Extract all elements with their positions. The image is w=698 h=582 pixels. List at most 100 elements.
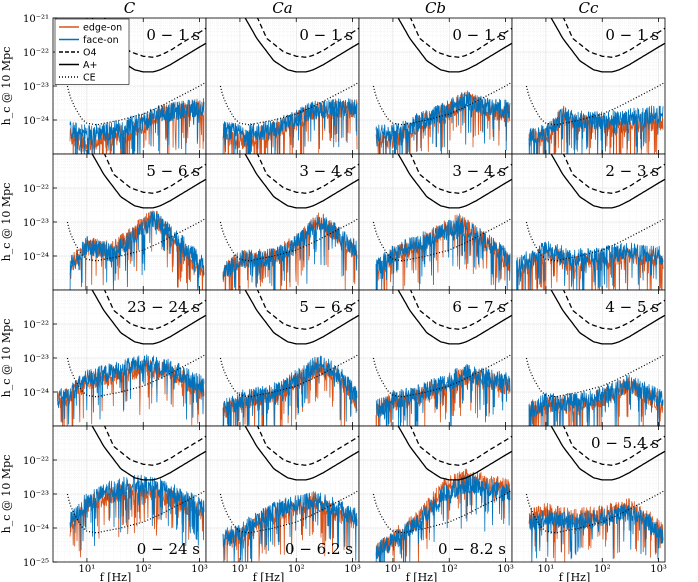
- legend-label: face-on: [83, 35, 119, 46]
- panel: 5 − 6 s: [205, 289, 360, 427]
- ce-curve: [372, 353, 512, 398]
- o4-curve: [256, 18, 359, 58]
- panel: 0 − 24 s: [52, 425, 207, 563]
- panel: 3 − 4 s: [358, 153, 513, 291]
- axis-labels: 10⁻²¹ 10⁻²² 10⁻²³ 10⁻²⁴ h_c @ 10 Mpc 10⁻²² 10⁻…: [0, 14, 667, 582]
- legend-label: A+: [83, 60, 97, 71]
- column-title: Ca: [272, 0, 292, 17]
- face-on-series: [69, 474, 205, 551]
- y-tick-label: 10⁻²¹: [23, 14, 49, 25]
- a-plus-curve: [244, 18, 359, 73]
- o4-curve: [103, 426, 206, 466]
- column-title: C: [124, 0, 136, 17]
- a-plus-curve: [397, 426, 512, 481]
- time-window-label: 0 − 1 s: [452, 26, 506, 44]
- x-tick-label: 10²: [135, 564, 152, 575]
- x-tick-label: 10¹: [79, 564, 96, 575]
- panel: 0 − 1 s: [358, 17, 513, 155]
- o4-curve: [256, 154, 359, 194]
- face-on-series: [528, 374, 664, 426]
- x-tick-label: 10²: [288, 564, 305, 575]
- grid: [512, 426, 665, 562]
- a-plus-curve: [397, 154, 512, 209]
- x-axis-label: f [Hz]: [406, 571, 438, 582]
- face-on-series: [222, 98, 358, 154]
- time-window-label: 5 − 6 s: [146, 162, 200, 180]
- grid: [512, 18, 665, 154]
- o4-curve: [562, 290, 665, 330]
- x-tick-label: 10²: [594, 564, 611, 575]
- time-window-label: 2 − 3 s: [605, 162, 659, 180]
- y-tick-label: 10⁻²²: [23, 320, 49, 331]
- x-tick-label: 10¹: [232, 564, 249, 575]
- y-tick-label: 10⁻²⁴: [23, 116, 49, 127]
- face-on-series: [222, 355, 358, 426]
- x-tick-label: 10¹: [538, 564, 555, 575]
- x-tick-label: 10²: [441, 564, 458, 575]
- grid: [53, 426, 206, 562]
- y-tick-label: 10⁻²³: [23, 218, 49, 229]
- face-on-series: [516, 241, 664, 290]
- panel: 23 − 24 s: [52, 289, 207, 427]
- x-axis-label: f [Hz]: [559, 571, 591, 582]
- ce-curve: [219, 489, 359, 534]
- y-tick-label: 10⁻²²: [23, 456, 49, 467]
- face-on-series: [222, 491, 358, 562]
- ce-curve: [66, 217, 206, 262]
- panel: 0 − 5.4 s: [511, 425, 666, 563]
- o4-curve: [409, 426, 512, 466]
- a-plus-curve: [397, 18, 512, 73]
- column-title: Cc: [579, 0, 599, 17]
- a-plus-curve: [244, 426, 359, 481]
- time-window-label: 0 − 24 s: [137, 540, 200, 558]
- panel: 4 − 5 s: [511, 289, 666, 427]
- grid: [512, 290, 665, 426]
- a-plus-curve: [91, 426, 206, 481]
- x-axis-label: f [Hz]: [100, 571, 132, 582]
- panels-grid: 0 − 1 s 0 − 1 s 0 − 1 s 0 − 1 s 5 − 6 s 3 − 4…: [52, 17, 666, 563]
- panel: 5 − 6 s: [52, 153, 207, 291]
- y-tick-label: 10⁻²³: [23, 354, 49, 365]
- panel: 0 − 8.2 s: [358, 425, 513, 563]
- y-tick-label: 10⁻²⁴: [23, 388, 49, 399]
- x-tick-label: 10¹: [385, 564, 402, 575]
- y-axis-label: h_c @ 10 Mpc: [0, 455, 13, 534]
- y-axis-label: h_c @ 10 Mpc: [0, 319, 13, 398]
- x-tick-label: 10³: [344, 564, 361, 575]
- ce-curve: [372, 489, 512, 534]
- face-on-series: [375, 475, 511, 562]
- x-axis-label: f [Hz]: [253, 571, 285, 582]
- face-on-series: [57, 354, 205, 425]
- y-tick-label: 10⁻²³: [23, 82, 49, 93]
- a-plus-curve: [550, 426, 665, 481]
- y-tick-label: 10⁻²²: [23, 48, 49, 59]
- o4-curve: [256, 426, 359, 466]
- a-plus-curve: [244, 154, 359, 209]
- panel: 0 − 6.2 s: [205, 425, 360, 563]
- ce-curve: [66, 81, 206, 126]
- a-plus-curve: [91, 290, 206, 345]
- panel: 0 − 1 s: [205, 17, 360, 155]
- legend-label: CE: [83, 73, 96, 84]
- time-window-label: 0 − 8.2 s: [438, 540, 506, 558]
- ce-curve: [372, 81, 512, 126]
- y-tick-label: 10⁻²²: [23, 184, 49, 195]
- a-plus-curve: [397, 290, 512, 345]
- time-window-label: 0 − 1 s: [146, 26, 200, 44]
- face-on-series: [69, 211, 205, 290]
- column-title: Cb: [425, 0, 446, 17]
- time-window-label: 0 − 6.2 s: [285, 540, 353, 558]
- o4-curve: [103, 154, 206, 194]
- o4-curve: [256, 290, 359, 330]
- ce-curve: [525, 217, 665, 262]
- time-window-label: 0 − 1 s: [299, 26, 353, 44]
- panel: 6 − 7 s: [358, 289, 513, 427]
- ce-curve: [525, 489, 665, 534]
- panel: 2 − 3 s: [511, 153, 666, 291]
- time-window-label: 4 − 5 s: [605, 298, 659, 316]
- ce-curve: [372, 217, 512, 262]
- legend-label: edge-on: [83, 23, 122, 34]
- time-window-label: 23 − 24 s: [127, 298, 200, 316]
